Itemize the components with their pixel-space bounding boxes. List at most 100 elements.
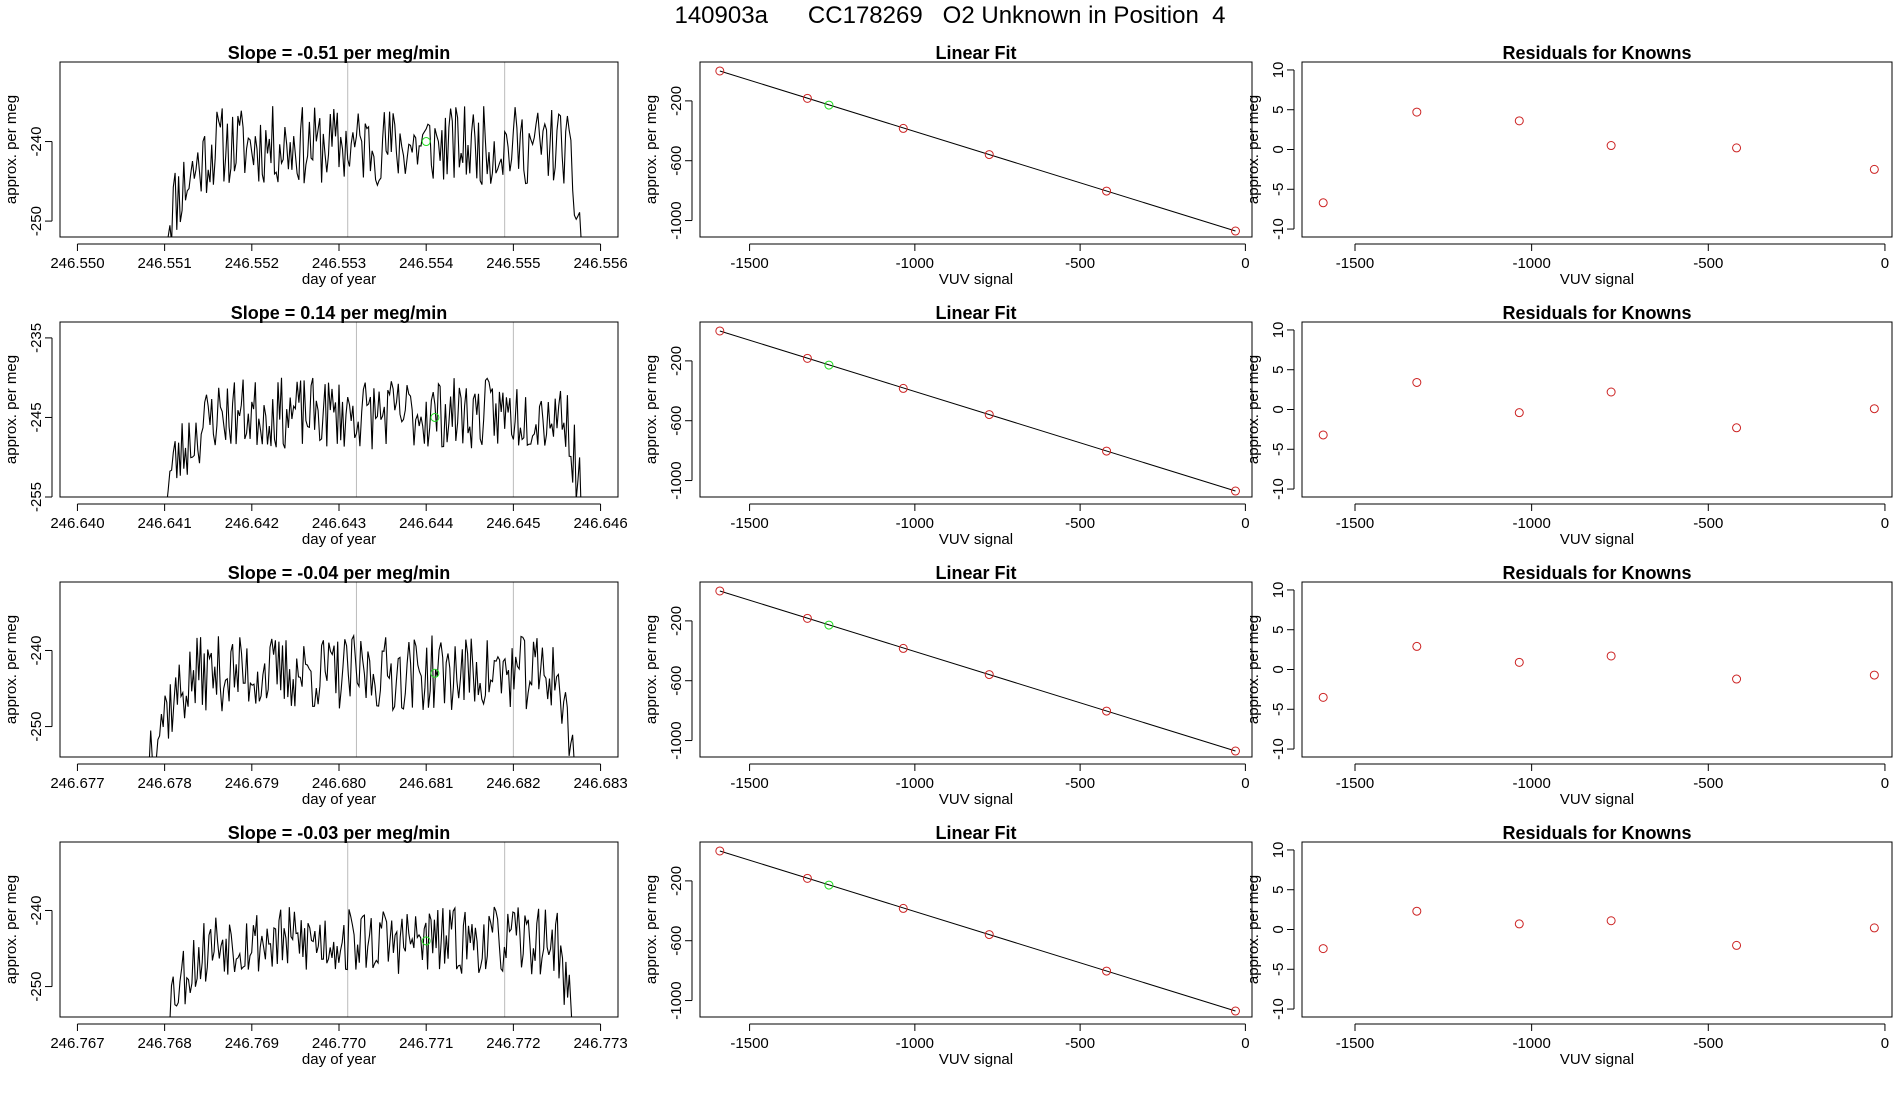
y-axis-label: approx. per meg — [1245, 875, 1262, 984]
y-tick-label: -10 — [1270, 478, 1287, 500]
y-tick-label: -1000 — [668, 201, 685, 239]
unknown-point — [824, 100, 834, 110]
panel-time-3: Slope = -0.04 per meg/min 246.677 246.678 2… — [3, 563, 628, 808]
x-axis-label: VUV signal — [1560, 531, 1634, 548]
fit-line — [719, 330, 1236, 492]
x-tick-label: -1500 — [1336, 1035, 1374, 1052]
x-tick-label: 0 — [1241, 1035, 1249, 1052]
residual-point — [1606, 141, 1616, 151]
y-tick-label: -10 — [1270, 218, 1287, 240]
y-tick-label: 10 — [1270, 322, 1287, 339]
x-axis-label: VUV signal — [939, 791, 1013, 808]
y-tick-label: 5 — [1270, 106, 1287, 114]
residual-point — [1869, 404, 1879, 414]
x-tick-label: 246.555 — [486, 255, 540, 272]
known-point — [1102, 186, 1112, 196]
chart-title: Residuals for Knowns — [1502, 563, 1691, 583]
y-tick-label: -5 — [1270, 443, 1287, 456]
x-tick-label: -1000 — [1512, 515, 1550, 532]
y-tick-label: -600 — [668, 406, 685, 436]
y-tick-label: -10 — [1270, 738, 1287, 760]
known-point — [715, 66, 725, 76]
plot-area — [1318, 377, 1879, 440]
x-axis-label: day of year — [302, 271, 376, 288]
x-tick-label: 246.551 — [138, 255, 192, 272]
x-axis-label: day of year — [302, 531, 376, 548]
known-point — [802, 93, 812, 103]
y-tick-label: -235 — [28, 323, 45, 353]
y-axis-label: approx. per meg — [643, 875, 660, 984]
plot-area — [715, 326, 1240, 496]
x-tick-label: -1000 — [1512, 1035, 1550, 1052]
plot-frame — [59, 321, 619, 498]
plot-frame — [699, 581, 1253, 758]
known-point — [1230, 746, 1240, 756]
plot-frame — [1301, 841, 1893, 1018]
known-point — [802, 873, 812, 883]
residual-point — [1869, 670, 1879, 680]
x-axis-label: VUV signal — [1560, 271, 1634, 288]
x-axis-label: day of year — [302, 1051, 376, 1068]
known-point — [898, 383, 908, 393]
y-tick-label: -200 — [668, 86, 685, 116]
y-tick-label: -600 — [668, 926, 685, 956]
residual-point — [1732, 143, 1742, 153]
known-point — [715, 846, 725, 856]
y-tick-label: -250 — [28, 712, 45, 742]
plot-area — [715, 586, 1240, 756]
x-tick-label: -1000 — [896, 775, 934, 792]
y-tick-label: -240 — [28, 127, 45, 157]
x-tick-label: -1500 — [1336, 775, 1374, 792]
x-tick-label: -1500 — [730, 1035, 768, 1052]
known-point — [802, 353, 812, 363]
x-tick-label: 246.556 — [573, 255, 627, 272]
x-tick-label: 246.678 — [138, 775, 192, 792]
x-tick-label: -1500 — [1336, 255, 1374, 272]
known-point — [984, 150, 994, 160]
known-point — [802, 613, 812, 623]
data-trace-line — [166, 377, 582, 497]
plot-frame — [59, 581, 619, 758]
x-tick-label: 246.644 — [399, 515, 453, 532]
plot-area — [148, 582, 575, 757]
plot-area — [715, 66, 1240, 236]
x-tick-label: 0 — [1881, 1035, 1889, 1052]
residual-point — [1606, 916, 1616, 926]
x-tick-label: 0 — [1881, 775, 1889, 792]
residual-point — [1869, 164, 1879, 174]
y-axis-label: approx. per meg — [643, 355, 660, 464]
residual-point — [1514, 116, 1524, 126]
x-tick-label: 0 — [1881, 515, 1889, 532]
plot-area — [169, 842, 573, 1017]
y-tick-label: -5 — [1270, 703, 1287, 716]
y-tick-label: 5 — [1270, 886, 1287, 894]
y-axis-label: approx. per meg — [643, 615, 660, 724]
y-axis-label: approx. per meg — [1245, 355, 1262, 464]
known-point — [1102, 446, 1112, 456]
residual-point — [1318, 692, 1328, 702]
y-tick-label: -240 — [28, 635, 45, 665]
residual-point — [1412, 906, 1422, 916]
known-point — [1230, 486, 1240, 496]
x-tick-label: 246.767 — [50, 1035, 104, 1052]
y-axis-label: approx. per meg — [1245, 95, 1262, 204]
page-title: 140903a CC178269 O2 Unknown in Position … — [674, 2, 1226, 29]
x-tick-label: 246.643 — [312, 515, 366, 532]
x-tick-label: 246.640 — [50, 515, 104, 532]
x-tick-label: -500 — [1693, 515, 1723, 532]
fit-line — [719, 590, 1236, 752]
x-tick-label: 0 — [1241, 255, 1249, 272]
x-tick-label: 246.641 — [138, 515, 192, 532]
y-tick-label: -200 — [668, 606, 685, 636]
residual-point — [1318, 430, 1328, 440]
x-tick-label: -1000 — [1512, 775, 1550, 792]
residual-point — [1514, 919, 1524, 929]
residual-point — [1514, 408, 1524, 418]
x-tick-label: -500 — [1065, 775, 1095, 792]
x-tick-label: 246.682 — [486, 775, 540, 792]
y-tick-label: 5 — [1270, 626, 1287, 634]
y-tick-label: -1000 — [668, 721, 685, 759]
residual-point — [1869, 923, 1879, 933]
fit-line — [719, 70, 1236, 232]
